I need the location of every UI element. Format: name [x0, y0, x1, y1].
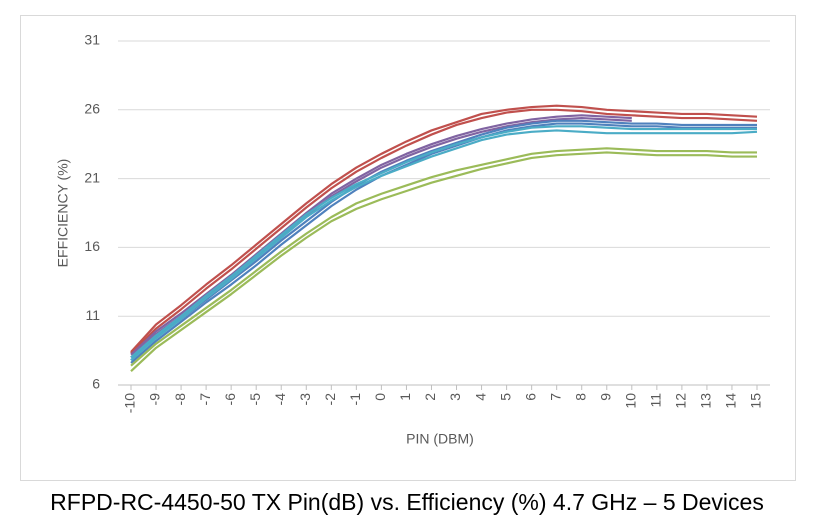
x-tick-label: -7 — [197, 393, 213, 406]
x-tick-label: 7 — [547, 393, 563, 401]
x-tick-label: 6 — [522, 393, 538, 401]
x-tick-label: 8 — [572, 393, 588, 401]
y-tick-label: 11 — [85, 307, 100, 323]
x-tick-label: 3 — [447, 393, 463, 401]
series-line — [130, 125, 757, 359]
series-line — [130, 108, 758, 355]
y-tick-label: 31 — [84, 32, 100, 48]
x-tick-label: -5 — [247, 393, 263, 406]
x-tick-label: -1 — [347, 393, 363, 406]
x-tick-label: 4 — [472, 393, 488, 401]
x-tick-label: 12 — [673, 393, 689, 409]
series-line — [130, 147, 757, 367]
x-tick-label: 1 — [397, 393, 413, 401]
chart-border — [20, 15, 796, 481]
x-tick-label: 5 — [497, 393, 513, 401]
chart-title: RFPD-RC-4450-50 TX Pin(dB) vs. Efficienc… — [50, 489, 764, 515]
x-tick-label: 10 — [623, 393, 639, 409]
x-tick-label: -4 — [272, 393, 288, 406]
x-tick-label: 2 — [422, 393, 438, 401]
y-tick-label: 21 — [84, 169, 100, 185]
x-tick-label: -3 — [297, 393, 313, 406]
x-tick-label: 15 — [748, 393, 764, 409]
series-line — [130, 119, 757, 362]
x-tick-label: 0 — [372, 393, 388, 401]
y-tick-label: 16 — [84, 238, 100, 254]
x-tick-label: 11 — [648, 393, 664, 408]
series-line — [130, 122, 757, 364]
x-tick-label: 14 — [723, 393, 739, 409]
x-tick-label: -9 — [147, 393, 163, 406]
series-line — [130, 129, 758, 362]
y-tick-label: 6 — [92, 376, 100, 392]
y-tick-label: 26 — [84, 101, 100, 117]
x-tick-label: 13 — [698, 393, 714, 409]
series-line — [130, 151, 757, 373]
series-line — [130, 104, 758, 353]
x-tick-label: 9 — [597, 393, 613, 401]
x-axis-label: PIN (DBM) — [406, 431, 474, 447]
x-tick-label: -10 — [122, 393, 138, 413]
x-tick-label: -6 — [222, 393, 238, 406]
y-axis-label: EFFICIENCY (%) — [55, 159, 71, 268]
x-tick-label: -8 — [172, 393, 188, 406]
x-tick-label: -2 — [322, 393, 338, 406]
